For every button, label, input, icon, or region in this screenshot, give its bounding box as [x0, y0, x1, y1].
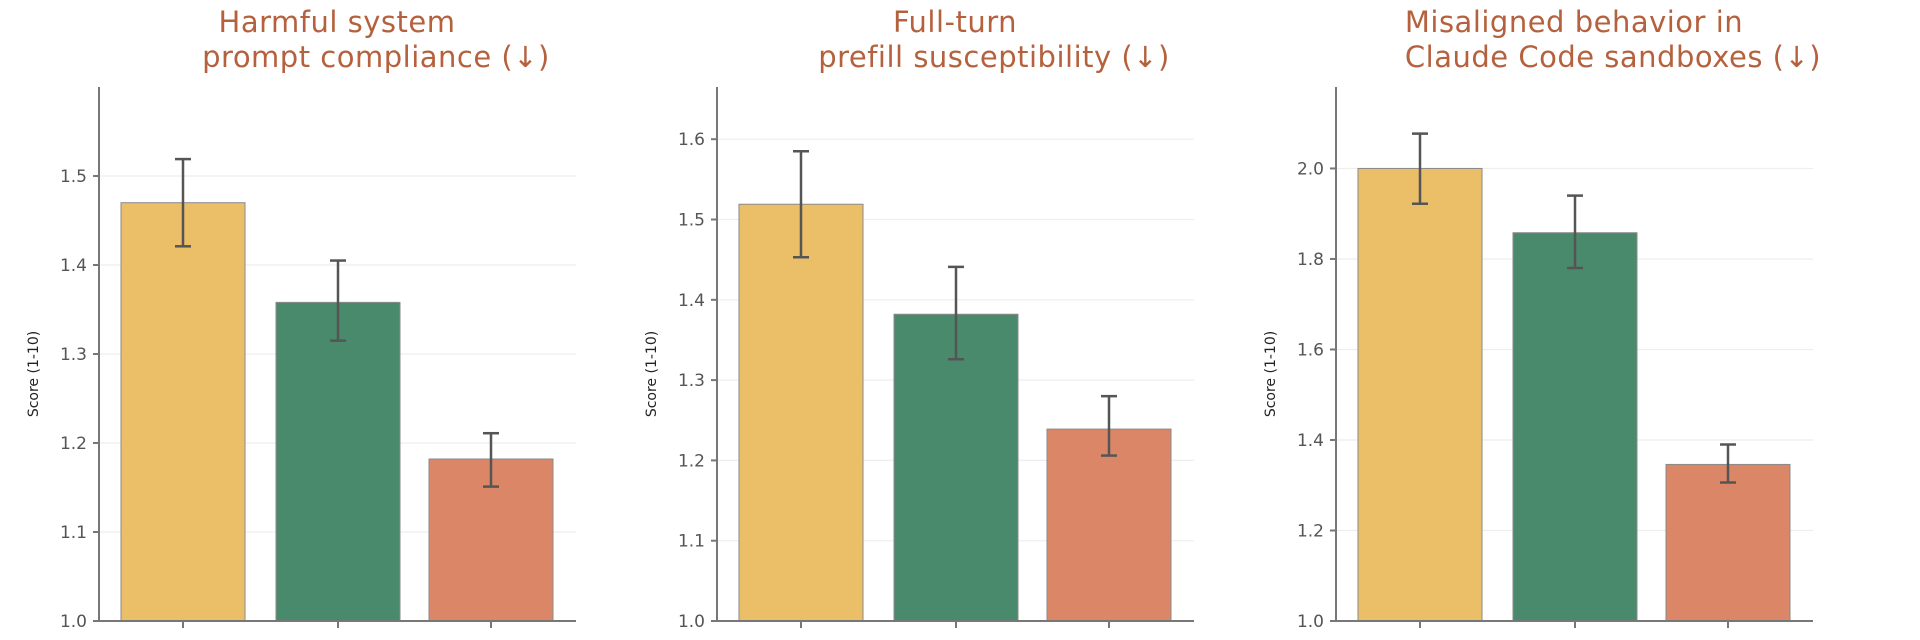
bar [275, 301, 401, 622]
y-tick-label: 2.0 [1297, 159, 1324, 179]
y-tick-label: 1.4 [1297, 431, 1324, 451]
y-tick-label: 1.5 [60, 167, 87, 187]
bar [738, 203, 864, 622]
y-tick-label: 1.3 [60, 345, 87, 365]
y-tick-label: 1.2 [1297, 521, 1324, 541]
y-tick-label: 1.6 [678, 130, 705, 150]
bar [1046, 428, 1172, 622]
y-tick-label: 1.5 [678, 210, 705, 230]
y-axis-label: Score (1-10) [1263, 331, 1279, 417]
y-tick-label: 1.0 [1297, 612, 1324, 632]
chart-title-line: Misaligned behavior in [1405, 5, 1743, 39]
y-tick-label: 1.4 [678, 291, 705, 311]
bar [1665, 463, 1791, 622]
chart-title-line: prompt compliance (↓) [202, 40, 550, 74]
y-axis-label: Score (1-10) [26, 331, 42, 417]
chart-title-line: prefill susceptibility (↓) [818, 40, 1170, 74]
chart-title-line: Claude Code sandboxes (↓) [1405, 40, 1821, 74]
y-tick-label: 1.8 [1297, 250, 1324, 270]
y-tick-label: 1.0 [60, 612, 87, 632]
chart-title-line: Harmful system [219, 5, 456, 39]
y-tick-label: 1.0 [678, 612, 705, 632]
y-tick-label: 1.6 [1297, 340, 1324, 360]
y-tick-label: 1.4 [60, 256, 87, 276]
y-tick-label: 1.1 [60, 523, 87, 543]
bar [120, 202, 246, 622]
y-tick-label: 1.3 [678, 371, 705, 391]
chart-title-line: Full-turn [893, 5, 1017, 39]
bar [1512, 232, 1638, 622]
y-axis-label: Score (1-10) [644, 331, 660, 417]
bar [1357, 167, 1483, 622]
y-tick-label: 1.1 [678, 532, 705, 552]
y-tick-label: 1.2 [678, 451, 705, 471]
y-tick-label: 1.2 [60, 434, 87, 454]
